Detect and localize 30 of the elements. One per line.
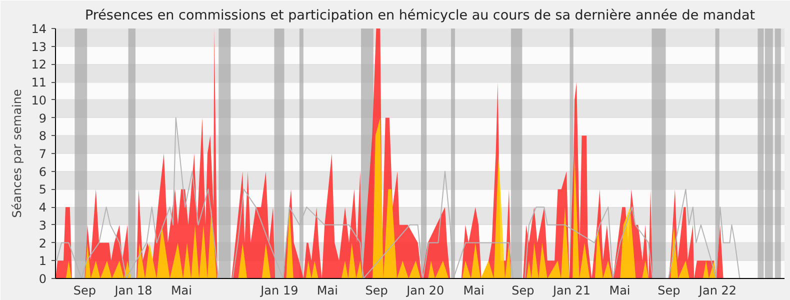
y-tick-label: 7 (38, 147, 47, 161)
x-tick-label: Mai (609, 284, 630, 298)
x-tick-label: Sep (73, 284, 96, 298)
y-tick-label: 13 (31, 40, 47, 54)
y-tick-label: 9 (38, 111, 47, 126)
x-tick-label: Jan 22 (698, 284, 737, 298)
x-tick-label: Jan 20 (406, 284, 444, 298)
y-axis-title: Séances par semaine (10, 89, 24, 218)
x-tick-label: Mai (316, 284, 338, 298)
y-tick-label: 10 (31, 93, 47, 108)
y-tick-label: 14 (31, 22, 47, 36)
y-tick-label: 1 (38, 254, 47, 268)
x-tick-label: Mai (170, 284, 192, 298)
x-tick-label: Sep (512, 284, 534, 298)
y-tick-label: 5 (38, 182, 47, 197)
y-tick-label: 11 (31, 76, 47, 90)
y-tick-label: 6 (38, 164, 47, 179)
x-tick-label: Sep (365, 284, 388, 298)
y-tick-label: 8 (38, 129, 47, 144)
y-tick-label: 0 (38, 272, 47, 286)
x-tick-label: Jan 19 (260, 284, 298, 298)
y-tick-label: 12 (31, 58, 47, 72)
y-tick-label: 2 (38, 236, 47, 250)
y-tick-label: 4 (38, 200, 47, 215)
x-tick-label: Sep (658, 284, 680, 298)
y-tick-label: 3 (38, 218, 47, 232)
x-tick-label: Jan 18 (114, 284, 152, 298)
x-tick-label: Jan 21 (552, 284, 591, 298)
chart-title: Présences en commissions et participation en hémicycle au cours de sa dernière année de mandat (84, 8, 756, 24)
x-tick-label: Mai (463, 284, 484, 298)
